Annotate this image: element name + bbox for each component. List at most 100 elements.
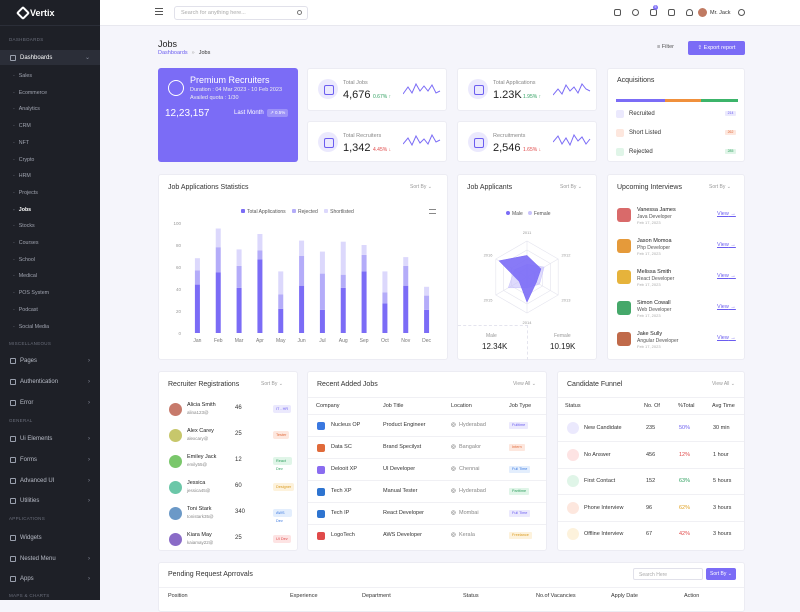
job-title: Brand Specilyst [383, 444, 422, 450]
search-input[interactable]: Search for anything here... [174, 6, 308, 20]
view-all-dropdown[interactable]: View All ⌄ [712, 381, 736, 387]
divider [558, 397, 744, 398]
sidebar-subitem-nft[interactable]: NFT [13, 140, 29, 146]
job-title: AWS Developer [383, 532, 422, 538]
location-pin-icon: ◎ [451, 510, 456, 516]
sidebar-item-error[interactable]: Error › [0, 395, 100, 410]
x-tick-label: Aug [339, 338, 348, 344]
sidebar-subitem-school[interactable]: School [13, 257, 35, 263]
stat-change-value: 1.95% [523, 94, 538, 100]
sidebar-item-forms[interactable]: Forms › [0, 452, 100, 467]
bar [319, 251, 325, 274]
radar-axis-label: 2011 [523, 230, 532, 235]
fullscreen-icon[interactable] [668, 9, 675, 16]
view-link[interactable]: View → [717, 242, 736, 248]
sidebar-subitem-crm[interactable]: CRM [13, 123, 31, 129]
funnel-status-icon [567, 422, 579, 434]
view-link[interactable]: View → [717, 335, 736, 341]
breadcrumb: Dashboards» Jobs [158, 50, 210, 56]
male-value: 12.34K [482, 342, 508, 351]
chevron-right-icon: › [88, 497, 90, 504]
sidebar-subitem-medical[interactable]: Medical [13, 273, 37, 279]
sidebar-subitem-crypto[interactable]: Crypto [13, 157, 35, 163]
avatar [617, 270, 631, 284]
filter-button[interactable]: ≡ Filter [657, 44, 674, 50]
sidebar-subitem-jobs[interactable]: Jobs [13, 207, 31, 213]
sidebar-subitem-ecommerce[interactable]: Ecommerce [13, 90, 47, 96]
menu-toggle-icon[interactable] [155, 8, 163, 15]
sidebar-subitem-hrm[interactable]: HRM [13, 173, 31, 179]
sidebar-item-widgets[interactable]: Widgets [0, 530, 100, 545]
language-icon[interactable] [614, 9, 621, 16]
stat-label: Total Jobs [343, 80, 368, 86]
view-link[interactable]: View → [717, 211, 736, 217]
stat-label: Total Recruiters [343, 133, 382, 139]
bar [278, 271, 284, 295]
sidebar-subitem-pos-system[interactable]: POS System [13, 290, 49, 296]
recruiter-email: emily55@ [187, 462, 208, 467]
stat-change-value: 1.65% [523, 147, 538, 153]
bar [194, 284, 200, 333]
legend-swatch [527, 211, 532, 215]
sort-by-dropdown[interactable]: Sort By ⌄ [560, 184, 582, 190]
sidebar-item-label: Widgets [20, 534, 42, 541]
users-icon [318, 132, 338, 152]
candidate-funnel-card: Candidate Funnel View All ⌄ Status No. O… [557, 371, 745, 551]
sidebar-subitem-courses[interactable]: Courses [13, 240, 39, 246]
column-header: %Total [678, 403, 695, 409]
sidebar-item-advanced-ui[interactable]: Advanced UI › [0, 473, 100, 488]
company-logo-icon [317, 422, 325, 430]
app-logo[interactable]: Vertix [0, 0, 100, 26]
sidebar-item-nested-menu[interactable]: Nested Menu › [0, 551, 100, 566]
sidebar-subitem-sales[interactable]: Sales [13, 73, 32, 79]
sidebar-subitem-projects[interactable]: Projects [13, 190, 38, 196]
user-name[interactable]: Mr. Jack [710, 10, 731, 16]
sidebar-item-apps[interactable]: Apps › [0, 571, 100, 586]
sidebar-item-ui-elements[interactable]: Ui Elements › [0, 431, 100, 446]
chart-menu-icon[interactable] [429, 209, 436, 214]
job-type-badge: Freelance [509, 532, 532, 539]
y-tick-label: 0 [178, 331, 181, 336]
avatar [617, 301, 631, 315]
sidebar-item-dashboards[interactable]: Dashboards ⌄ [0, 50, 100, 65]
column-header: Position [168, 593, 188, 599]
breadcrumb-root[interactable]: Dashboards [158, 50, 188, 56]
cart-icon[interactable] [650, 9, 657, 16]
recruiter-row: Kiara May kaiamay22@ 25 UI Dev [167, 530, 292, 554]
interviewee-name: Vanessa James [637, 207, 676, 213]
recruiter-count: 25 [235, 535, 242, 541]
sidebar-subitem-analytics[interactable]: Analytics [13, 106, 40, 112]
sidebar-item-authentication[interactable]: Authentication › [0, 374, 100, 389]
sidebar-item-utilities[interactable]: Utilities › [0, 493, 100, 508]
export-report-button[interactable]: ⇪ Export report [688, 41, 745, 55]
sidebar-subitem-stocks[interactable]: Stocks [13, 223, 35, 229]
avatar[interactable] [698, 8, 707, 17]
sort-label: Sort By [560, 184, 577, 190]
stat-change: 1.95% ↑ [523, 94, 542, 100]
recruiter-row: Alicia Smith alina123@ 46 IT - HR [167, 400, 292, 424]
moon-icon[interactable] [632, 9, 639, 16]
pending-sort-button[interactable]: Sort By ⌄ [706, 568, 736, 580]
funnel-status-icon [567, 448, 579, 461]
view-all-dropdown[interactable]: View All ⌄ [513, 381, 537, 387]
gear-icon[interactable] [738, 9, 745, 16]
funnel-count: 152 [646, 478, 656, 484]
sidebar-item-pages[interactable]: Pages › [0, 353, 100, 368]
export-label: Export report [703, 45, 736, 51]
sort-by-dropdown[interactable]: Sort By ⌄ [709, 184, 731, 190]
radar-legend: Male Female [506, 211, 551, 217]
pending-search-input[interactable]: Search Here [633, 568, 703, 580]
interviewee-name: Simon Cowall [637, 300, 671, 306]
sidebar-subitem-podcast[interactable]: Podcast [13, 307, 38, 313]
recruiter-email: tonistark35@ [187, 514, 214, 519]
sort-by-dropdown[interactable]: Sort By ⌄ [261, 381, 283, 387]
search-placeholder: Search for anything here... [181, 10, 246, 16]
interview-date: Feb 17, 2023 [637, 282, 661, 287]
view-link[interactable]: View → [717, 304, 736, 310]
view-link[interactable]: View → [717, 273, 736, 279]
premium-period: Last Month [234, 110, 264, 116]
sort-by-dropdown[interactable]: Sort By ⌄ [410, 184, 432, 190]
bell-icon[interactable] [686, 9, 693, 16]
job-title: React Developer [383, 510, 424, 516]
sidebar-subitem-social-media[interactable]: Social Media [13, 324, 49, 330]
